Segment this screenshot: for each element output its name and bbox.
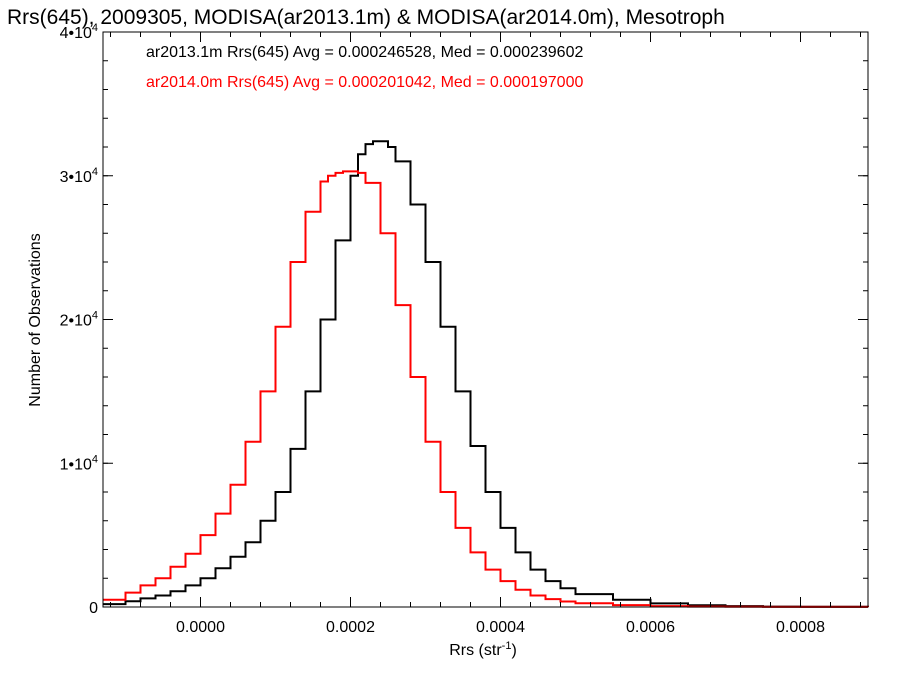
x-tick-label: 0.0002 [326,619,375,636]
y-axis-label: Number of Observations [27,233,44,406]
x-tick-label: 0.0004 [476,619,525,636]
legend-entry-1: ar2013.1m Rrs(645) Avg = 0.000246528, Me… [146,44,583,61]
x-tick-label: 0.0008 [776,619,825,636]
x-tick-label: 0.0006 [626,619,675,636]
x-tick-label: 0.0000 [176,619,225,636]
y-tick-label: 1•104 [60,453,98,473]
y-tick-label: 0 [89,600,98,617]
y-tick-label: 4•104 [60,22,98,42]
series-line-2 [103,170,869,608]
axis-ticks: 0.0000 0.0002 0.0004 0.0006 0.0008 0 1•104 2•10… [60,22,868,636]
plot-frame [102,31,869,608]
plot-area [102,31,869,608]
y-tick-label: 2•104 [60,310,98,330]
chart-title: Rrs(645), 2009305, MODISA(ar2013.1m) & M… [7,6,725,29]
legend-entry-2: ar2014.0m Rrs(645) Avg = 0.000201042, Me… [146,74,583,91]
y-tick-label: 3•104 [60,166,98,186]
legend: ar2013.1m Rrs(645) Avg = 0.000246528, Me… [146,44,583,91]
x-axis-label: Rrs (str-1) [449,640,517,659]
series-line-1 [103,140,869,608]
